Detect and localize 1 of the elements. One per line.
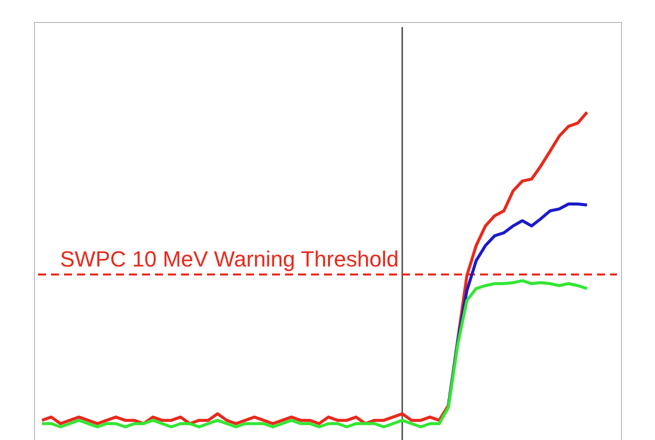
ref-line-label: SWPC 10 MeV Warning Threshold	[60, 246, 399, 272]
